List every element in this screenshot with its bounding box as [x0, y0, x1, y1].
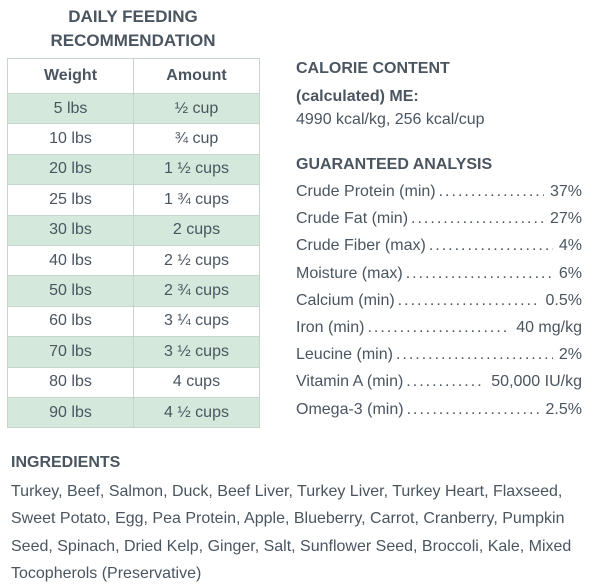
- ingredients-heading: INGREDIENTS: [11, 454, 121, 471]
- dot-leader: [367, 314, 510, 341]
- analysis-heading: GUARANTEED ANALYSIS: [296, 156, 493, 173]
- amount-cell: 2 ½ cups: [133, 244, 260, 277]
- weight-cell: 80 lbs: [7, 366, 134, 398]
- analysis-value: 6%: [558, 264, 582, 282]
- calorie-value: 4990 kcal/kg, 256 kcal/cup: [296, 111, 485, 128]
- analysis-label: Vitamin A (min): [296, 373, 404, 391]
- table-row: 90 lbs 4 ½ cups: [7, 396, 260, 429]
- analysis-label: Crude Fat (min): [296, 210, 409, 228]
- amount-cell: 1 ¾ cups: [133, 184, 260, 216]
- calorie-heading-line1: CALORIE CONTENT: [296, 60, 450, 77]
- analysis-label: Omega-3 (min): [296, 400, 404, 418]
- list-item: Omega-3 (min) 2.5%: [296, 396, 582, 423]
- dot-leader: [411, 205, 544, 232]
- analysis-value: 2.5%: [545, 400, 582, 418]
- table-row: 5 lbs ½ cup: [7, 92, 260, 125]
- dot-leader: [398, 287, 540, 314]
- calorie-heading-line2: (calculated) ME:: [296, 88, 419, 105]
- analysis-value: 4%: [558, 237, 582, 255]
- analysis-value: 37%: [549, 183, 582, 200]
- dot-leader: [429, 232, 553, 259]
- amount-cell: 3 ¼ cups: [133, 305, 260, 338]
- analysis-label: Moisture (max): [296, 264, 403, 282]
- table-row: 80 lbs 4 cups: [7, 366, 260, 398]
- analysis-label: Calcium (min): [296, 291, 395, 309]
- table-row: 20 lbs 1 ½ cups: [7, 153, 260, 186]
- feeding-table: Weight Amount 5 lbs ½ cup 10 lbs ¾ cup 20 …: [7, 58, 260, 429]
- dot-leader: [407, 396, 540, 423]
- amount-cell: 2 ¾ cups: [133, 275, 260, 307]
- dot-leader: [439, 178, 544, 205]
- amount-cell: 4 cups: [133, 366, 260, 398]
- amount-column-header: Amount: [133, 58, 260, 94]
- amount-cell: 1 ½ cups: [133, 153, 260, 186]
- feeding-title: DAILY FEEDING RECOMMENDATION: [50, 7, 216, 50]
- list-item: Calcium (min) 0.5%: [296, 287, 582, 314]
- analysis-value: 40 mg/kg: [516, 318, 582, 336]
- analysis-label: Iron (min): [296, 318, 365, 336]
- list-item: Leucine (min) 2%: [296, 341, 582, 368]
- amount-cell: ¾ cup: [133, 123, 260, 155]
- weight-cell: 10 lbs: [7, 123, 134, 155]
- amount-cell: ½ cup: [133, 92, 260, 125]
- list-item: Vitamin A (min) 50,000 IU/kg: [296, 368, 582, 395]
- amount-cell: 2 cups: [133, 214, 260, 246]
- weight-cell: 60 lbs: [7, 305, 134, 338]
- weight-cell: 30 lbs: [7, 214, 134, 246]
- table-row: 40 lbs 2 ½ cups: [7, 244, 260, 277]
- amount-cell: 3 ½ cups: [133, 336, 260, 368]
- dot-leader: [396, 341, 553, 368]
- table-row: 30 lbs 2 cups: [7, 214, 260, 246]
- analysis-label: Leucine (min): [296, 346, 393, 364]
- table-row: 10 lbs ¾ cup: [7, 123, 260, 155]
- table-row: 50 lbs 2 ¾ cups: [7, 275, 260, 307]
- calorie-heading: CALORIE CONTENT (calculated) ME:: [296, 55, 586, 111]
- feeding-table-header-row: Weight Amount: [7, 58, 260, 94]
- list-item: Iron (min) 40 mg/kg: [296, 314, 582, 341]
- weight-cell: 90 lbs: [7, 396, 134, 429]
- weight-cell: 5 lbs: [7, 92, 134, 125]
- dot-leader: [406, 260, 553, 287]
- weight-cell: 40 lbs: [7, 244, 134, 277]
- table-row: 25 lbs 1 ¾ cups: [7, 184, 260, 216]
- analysis-label: Crude Protein (min): [296, 183, 436, 200]
- weight-cell: 25 lbs: [7, 184, 134, 216]
- weight-cell: 20 lbs: [7, 153, 134, 186]
- analysis-value: 2%: [558, 346, 582, 364]
- weight-column-header: Weight: [7, 58, 134, 94]
- analysis-value: 0.5%: [545, 291, 582, 309]
- weight-cell: 70 lbs: [7, 336, 134, 368]
- weight-cell: 50 lbs: [7, 275, 134, 307]
- analysis-value: 27%: [549, 210, 582, 228]
- dot-leader: [406, 368, 485, 395]
- list-item: Crude Fat (min) 27%: [296, 205, 582, 232]
- list-item: Crude Fiber (max) 4%: [296, 232, 582, 259]
- table-row: 60 lbs 3 ¼ cups: [7, 305, 260, 338]
- list-item: Crude Protein (min) 37%: [296, 178, 582, 205]
- table-row: 70 lbs 3 ½ cups: [7, 336, 260, 368]
- analysis-value: 50,000 IU/kg: [491, 373, 582, 391]
- analysis-label: Crude Fiber (max): [296, 237, 426, 255]
- ingredients-text: Turkey, Beef, Salmon, Duck, Beef Liver, …: [11, 483, 572, 582]
- list-item: Moisture (max) 6%: [296, 260, 582, 287]
- analysis-list: Crude Protein (min) 37% Crude Fat (min) 27…: [296, 178, 582, 423]
- amount-cell: 4 ½ cups: [133, 396, 260, 429]
